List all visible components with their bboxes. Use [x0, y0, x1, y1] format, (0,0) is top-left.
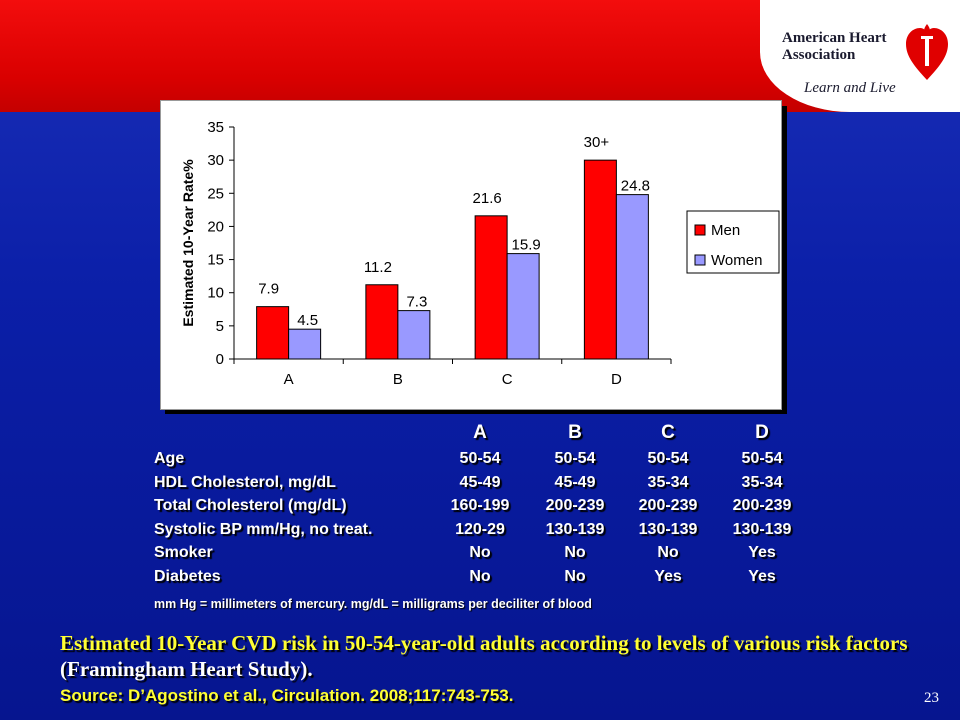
table-cell: 200-239: [638, 497, 698, 514]
table-cell: Yes: [654, 567, 682, 585]
column-header-B: B: [568, 422, 582, 443]
heart-torch-icon: [906, 24, 948, 80]
legend-swatch-women: [694, 254, 706, 266]
y-tick-label: 10: [207, 285, 224, 302]
y-tick-label: 0: [216, 351, 224, 368]
table-cell: 130-139: [638, 520, 698, 538]
data-label: 7.9: [258, 281, 279, 298]
table-cell: No: [469, 567, 491, 585]
data-label: 15.9: [512, 237, 541, 254]
y-tick-label: 15: [207, 252, 224, 269]
table-cell: 50-54: [554, 450, 596, 467]
table-cell: 200-239: [545, 497, 605, 514]
units-note: mm Hg = millimeters of mercury. mg/dL = …: [154, 597, 592, 611]
table-cell: 130-139: [545, 520, 605, 538]
bar-men-A: [256, 306, 290, 360]
column-header-D: D: [755, 422, 769, 443]
column-header-C: C: [661, 422, 675, 443]
table-cell: No: [469, 544, 491, 561]
table-cell: Yes: [748, 544, 776, 561]
page-number: 23: [924, 690, 939, 706]
bar-women-B: [397, 310, 431, 360]
data-label: 7.3: [406, 294, 427, 311]
caption-main: Estimated 10-Year CVD risk in 50-54-year…: [60, 631, 908, 655]
source-citation: Source: D’Agostino et al., Circulation. …: [60, 686, 514, 705]
table-cell: 50-54: [741, 450, 783, 467]
chart-panel: 0 5 10 15 20 25 30 35 Estimated 10-Year Rate% A 7.…: [160, 100, 782, 410]
bar-men-D: [583, 159, 617, 360]
row-label: HDL Cholesterol, mg/dL: [154, 473, 336, 491]
table-cell: No: [657, 544, 679, 561]
y-axis-title: Estimated 10-Year Rate%: [180, 159, 196, 327]
bar-men-B: [365, 284, 399, 360]
data-label: 30+: [584, 134, 610, 151]
bar-chart: 0 5 10 15 20 25 30 35 Estimated 10-Year Rate% A 7.…: [180, 119, 780, 388]
x-tick-label: B: [393, 371, 403, 388]
row-label: Diabetes: [154, 567, 221, 585]
y-tick-label: 30: [207, 152, 224, 169]
row-label: Age: [154, 450, 185, 467]
bar-women-A: [288, 328, 322, 360]
table-cell: 35-34: [647, 473, 689, 491]
logo-tagline: Learn and Live: [804, 80, 896, 96]
y-tick-label: 5: [216, 318, 224, 335]
y-tick-label: 20: [207, 218, 224, 235]
caption-study: (Framingham Heart Study).: [60, 657, 313, 681]
table-cell: 120-29: [455, 520, 505, 538]
table-cell: No: [564, 567, 586, 585]
bar-women-C: [506, 253, 540, 360]
table-cell: 50-54: [647, 450, 689, 467]
table-cell: Yes: [748, 567, 776, 585]
row-label: Systolic BP mm/Hg, no treat.: [154, 520, 373, 538]
table-cell: 160-199: [450, 497, 510, 514]
y-tick-label: 25: [207, 185, 224, 202]
table-cell: 45-49: [554, 473, 596, 491]
data-label: 4.5: [297, 312, 318, 329]
slide-caption: Estimated 10-Year CVD risk in 50-54-year…: [60, 630, 930, 682]
column-header-A: A: [473, 422, 487, 443]
table-cell: 35-34: [741, 473, 783, 491]
logo-name: American Heart Association: [782, 30, 887, 63]
data-label: 11.2: [364, 259, 392, 276]
legend-swatch-men: [694, 224, 706, 236]
y-tick-label: 35: [207, 119, 224, 136]
x-tick-label: D: [611, 371, 622, 388]
aha-logo: American Heart Association Learn and Liv…: [760, 0, 960, 112]
data-label: 21.6: [473, 190, 502, 207]
legend-label-women: Women: [711, 252, 762, 269]
bar-women-D: [615, 194, 649, 360]
row-label: Smoker: [154, 544, 213, 561]
data-label: 24.8: [621, 178, 650, 195]
table-cell: 45-49: [459, 473, 501, 491]
legend-label-men: Men: [711, 222, 740, 239]
x-tick-label: C: [502, 371, 513, 388]
table-cell: 200-239: [732, 497, 792, 514]
table-cell: 50-54: [459, 450, 501, 467]
table-cell: No: [564, 544, 586, 561]
bar-men-C: [474, 215, 508, 360]
table-cell: 130-139: [732, 520, 792, 538]
row-label: Total Cholesterol (mg/dL): [154, 497, 347, 514]
x-tick-label: A: [284, 371, 294, 388]
